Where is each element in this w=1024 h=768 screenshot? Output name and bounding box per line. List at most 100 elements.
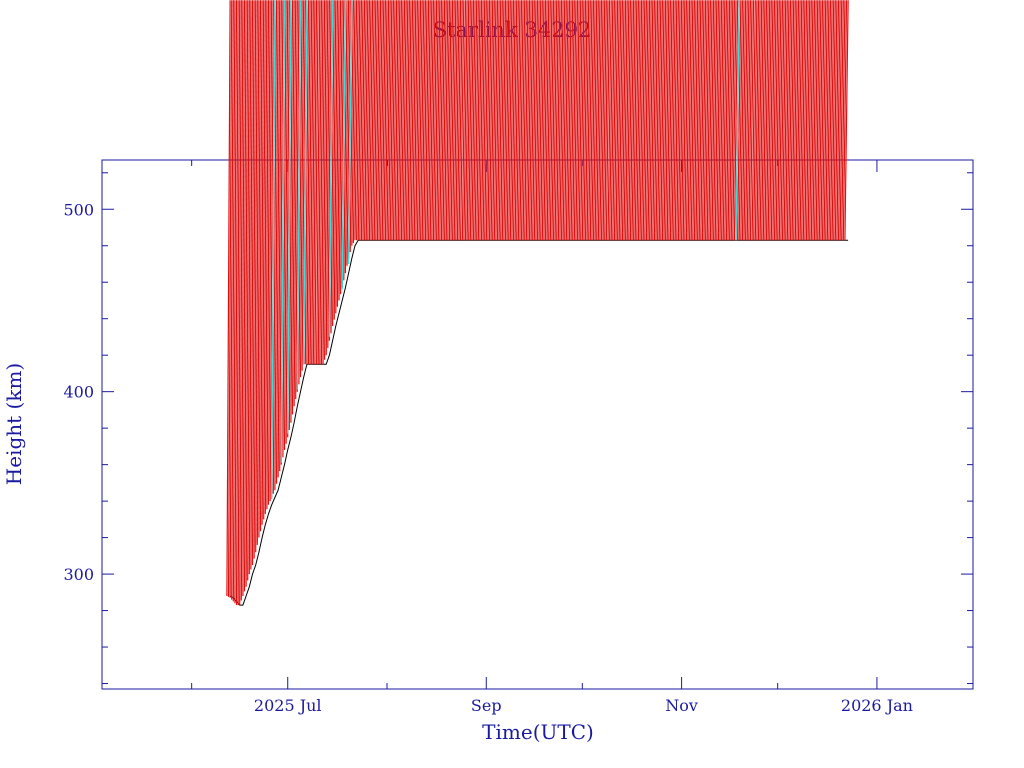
data-point [554, 0, 559, 241]
x-tick-label: Sep [471, 696, 502, 715]
data-point [484, 0, 489, 241]
data-point [492, 0, 497, 241]
data-point [346, 0, 351, 266]
data-point [231, 0, 236, 600]
data-point [583, 0, 588, 241]
data-point [432, 0, 438, 241]
data-point [420, 0, 425, 241]
data-point [421, 0, 427, 241]
data-point [416, 0, 422, 241]
data-point [306, 0, 311, 365]
data-point [479, 0, 484, 241]
data-point [700, 0, 705, 241]
data-point [474, 0, 479, 241]
data-point [512, 0, 518, 241]
data-point [280, 0, 286, 463]
data-point [368, 0, 374, 241]
data-point [658, 0, 664, 241]
data-point [383, 0, 388, 241]
data-point [749, 0, 755, 241]
data-point [248, 0, 254, 575]
data-point [661, 0, 667, 241]
data-point [303, 0, 308, 365]
data-point [359, 0, 364, 241]
data-point [817, 0, 822, 241]
data-point [349, 0, 355, 253]
data-point [500, 0, 505, 241]
data-point [618, 0, 624, 241]
data-point [548, 0, 553, 241]
data-point [730, 0, 736, 241]
data-point [495, 0, 500, 241]
data-point [650, 0, 656, 241]
data-point [527, 0, 532, 241]
data-point [677, 0, 683, 241]
data-point [809, 0, 814, 241]
data-point [488, 0, 494, 241]
data-point [727, 0, 732, 241]
data-point [283, 0, 289, 451]
data-point [501, 0, 507, 241]
data-point [370, 0, 375, 241]
data-point [285, 0, 290, 444]
data-point [607, 0, 612, 241]
data-point [458, 0, 463, 241]
data-point [837, 0, 843, 241]
data-point [258, 0, 263, 538]
data-point [381, 0, 387, 241]
data-point [362, 0, 367, 241]
data-point [807, 0, 812, 241]
data-point [405, 0, 411, 241]
data-point [311, 0, 316, 365]
data-point [820, 0, 825, 241]
data-point [477, 0, 483, 241]
data-point [769, 0, 774, 241]
data-point [429, 0, 435, 241]
data-point [701, 0, 707, 241]
data-point [644, 0, 649, 241]
data-point [445, 0, 451, 241]
data-point [351, 0, 356, 246]
data-point [485, 0, 491, 241]
data-point [551, 0, 556, 241]
data-point [713, 0, 718, 241]
y-tick-label: 400 [63, 383, 94, 402]
data-point [732, 0, 737, 241]
data-point [541, 0, 547, 241]
data-point [319, 0, 324, 365]
data-point [793, 0, 798, 241]
data-point [296, 0, 302, 390]
data-point [544, 0, 550, 241]
data-point [729, 0, 734, 241]
data-point [770, 0, 776, 241]
data-point [384, 0, 390, 241]
data-point [496, 0, 502, 241]
data-point [255, 0, 260, 553]
data-point [589, 0, 595, 241]
data-point [528, 0, 534, 241]
data-point [533, 0, 539, 241]
data-point [336, 0, 342, 307]
data-point [269, 0, 274, 502]
data-point [647, 0, 652, 241]
data-point [392, 0, 398, 241]
data-point [503, 0, 508, 241]
data-point [402, 0, 407, 241]
data-point [271, 0, 276, 500]
data-point [487, 0, 492, 241]
data-point [338, 0, 343, 301]
y-tick-label: 500 [63, 200, 94, 219]
data-point [448, 0, 454, 241]
data-point [751, 0, 756, 241]
data-point [520, 0, 526, 241]
x-tick-label: Nov [665, 696, 698, 715]
data-point [764, 0, 769, 241]
data-point [711, 0, 716, 241]
data-point [357, 0, 363, 241]
data-point [605, 0, 611, 241]
data-point [636, 0, 641, 241]
data-point [762, 0, 768, 241]
data-point [685, 0, 691, 241]
data-point [628, 0, 633, 241]
data-point [471, 0, 476, 241]
